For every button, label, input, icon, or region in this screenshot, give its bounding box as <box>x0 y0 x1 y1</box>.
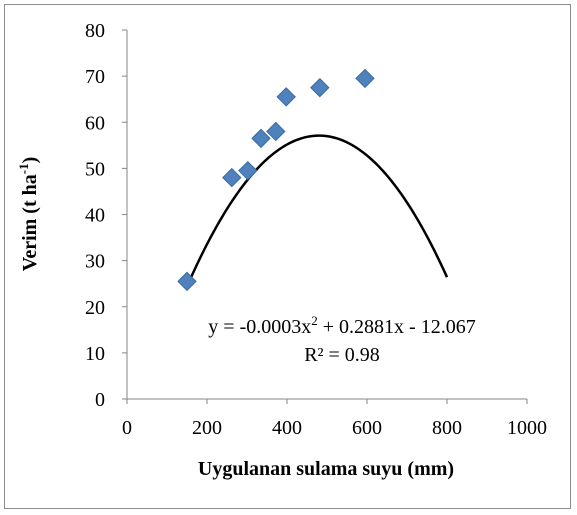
y-axis-title-sup: -1 <box>16 163 31 174</box>
data-point <box>251 128 271 149</box>
x-axis-ticks: 0 200 400 600 800 1000 <box>122 399 547 439</box>
y-axis-title: Verim (t ha-1) <box>16 157 41 272</box>
r-squared-label: R² = 0.98 <box>304 344 380 366</box>
y-tick-label: 50 <box>85 158 105 180</box>
y-axis-ticks: 0 10 20 30 40 50 60 70 80 <box>85 20 127 411</box>
trendline-equation: y = -0.0003x2 + 0.2881x - 12.067 <box>208 313 475 338</box>
y-tick-label: 70 <box>85 66 105 88</box>
x-axis-title: Uygulanan sulama suyu (mm) <box>198 458 454 480</box>
data-point <box>310 77 330 98</box>
x-tick-label: 600 <box>352 417 382 439</box>
data-point <box>238 160 258 181</box>
x-tick-label: 1000 <box>507 417 547 439</box>
data-point <box>222 167 242 188</box>
chart-frame <box>4 4 571 509</box>
y-tick-label: 80 <box>85 20 105 42</box>
trendline <box>185 134 449 287</box>
data-point <box>266 121 286 142</box>
y-tick-label: 20 <box>85 297 105 319</box>
y-tick-label: 10 <box>85 343 105 365</box>
data-points <box>177 68 375 292</box>
x-tick-label: 400 <box>272 417 302 439</box>
x-tick-label: 800 <box>432 417 462 439</box>
y-axis-title-close: ) <box>19 157 41 164</box>
equation-exponent: 2 <box>311 313 318 328</box>
y-tick-label: 40 <box>85 205 105 227</box>
y-tick-label: 0 <box>95 389 105 411</box>
y-axis-title-main: Verim (t ha <box>19 174 41 271</box>
y-tick-label: 60 <box>85 112 105 134</box>
equation-rest: + 0.2881x - 12.067 <box>318 316 476 338</box>
x-tick-label: 0 <box>122 417 132 439</box>
y-tick-label: 30 <box>85 251 105 273</box>
data-point <box>276 87 296 107</box>
data-point <box>177 271 197 292</box>
equation-main: y = -0.0003x <box>208 316 311 338</box>
x-tick-label: 200 <box>192 417 222 439</box>
data-point <box>355 68 375 89</box>
